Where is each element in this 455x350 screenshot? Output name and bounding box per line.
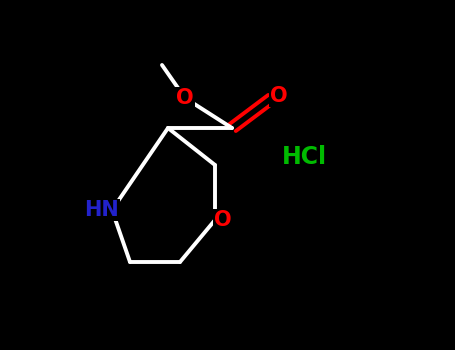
Text: O: O xyxy=(270,86,288,106)
Text: HCl: HCl xyxy=(282,146,328,169)
Text: HN: HN xyxy=(85,200,119,220)
Text: O: O xyxy=(214,210,232,230)
Text: O: O xyxy=(176,88,194,108)
